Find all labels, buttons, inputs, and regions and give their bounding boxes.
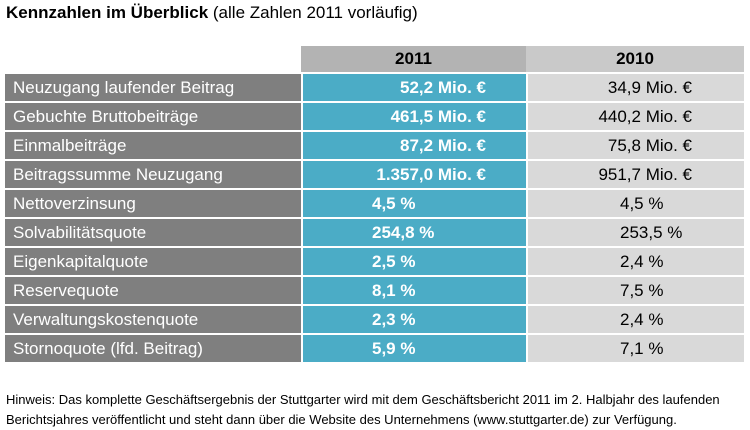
table-row: Eigenkapitalquote 2,5 % 2,4 % xyxy=(5,248,744,277)
row-label: Einmalbeiträge xyxy=(5,132,301,161)
row-label: Neuzugang laufender Beitrag xyxy=(5,74,301,103)
footnote-line-2: Berichtsjahres veröffentlicht und steht … xyxy=(6,412,677,427)
kennzahlen-table: 2011 2010 Neuzugang laufender Beitrag 52,… xyxy=(5,46,744,364)
value-2011: 5,9 % xyxy=(301,335,526,364)
value-2011: 52,2 Mio. € xyxy=(301,74,526,103)
table-row: Neuzugang laufender Beitrag 52,2 Mio. €34… xyxy=(5,74,744,103)
table-row: Solvabilitätsquote 254,8 % 253,5 % xyxy=(5,219,744,248)
title-subtitle: (alle Zahlen 2011 vorläufig) xyxy=(208,3,418,22)
value-2010: 75,8 Mio. € xyxy=(526,132,744,161)
table-row: Nettoverzinsung 4,5 % 4,5 % xyxy=(5,190,744,219)
table-row: Einmalbeiträge 87,2 Mio. €75,8 Mio. € xyxy=(5,132,744,161)
value-2010: 2,4 % xyxy=(526,248,744,277)
row-label: Beitragssumme Neuzugang xyxy=(5,161,301,190)
table-row: Gebuchte Bruttobeiträge 461,5 Mio. €440,2… xyxy=(5,103,744,132)
row-label: Verwaltungskostenquote xyxy=(5,306,301,335)
value-2010: 4,5 % xyxy=(526,190,744,219)
table-row: Stornoquote (lfd. Beitrag) 5,9 % 7,1 % xyxy=(5,335,744,364)
table-row: Beitragssumme Neuzugang 1.357,0 Mio. €951… xyxy=(5,161,744,190)
value-2010: 951,7 Mio. € xyxy=(526,161,744,190)
value-2010: 7,1 % xyxy=(526,335,744,364)
row-label: Solvabilitätsquote xyxy=(5,219,301,248)
table-body: Neuzugang laufender Beitrag 52,2 Mio. €34… xyxy=(5,74,744,364)
value-2011: 8,1 % xyxy=(301,277,526,306)
row-label: Eigenkapitalquote xyxy=(5,248,301,277)
value-2010: 34,9 Mio. € xyxy=(526,74,744,103)
value-2011: 2,5 % xyxy=(301,248,526,277)
row-label: Gebuchte Bruttobeiträge xyxy=(5,103,301,132)
value-2011: 87,2 Mio. € xyxy=(301,132,526,161)
value-2011: 461,5 Mio. € xyxy=(301,103,526,132)
value-2011: 2,3 % xyxy=(301,306,526,335)
value-2011: 1.357,0 Mio. € xyxy=(301,161,526,190)
header-2010: 2010 xyxy=(526,46,744,74)
table-row: Reservequote 8,1 % 7,5 % xyxy=(5,277,744,306)
value-2011: 254,8 % xyxy=(301,219,526,248)
table-header-row: 2011 2010 xyxy=(5,46,744,74)
value-2010: 440,2 Mio. € xyxy=(526,103,744,132)
header-blank-cell xyxy=(5,46,301,74)
value-2010: 253,5 % xyxy=(526,219,744,248)
page-title: Kennzahlen im Überblick (alle Zahlen 201… xyxy=(6,2,418,24)
footnote: Hinweis: Das komplette Geschäftsergebnis… xyxy=(6,390,746,430)
title-main: Kennzahlen im Überblick xyxy=(6,3,209,22)
footnote-line-1: Hinweis: Das komplette Geschäftsergebnis… xyxy=(6,392,720,407)
value-2011: 4,5 % xyxy=(301,190,526,219)
row-label: Reservequote xyxy=(5,277,301,306)
row-label: Stornoquote (lfd. Beitrag) xyxy=(5,335,301,364)
table-row: Verwaltungskostenquote 2,3 % 2,4 % xyxy=(5,306,744,335)
row-label: Nettoverzinsung xyxy=(5,190,301,219)
header-2011: 2011 xyxy=(301,46,526,74)
value-2010: 2,4 % xyxy=(526,306,744,335)
value-2010: 7,5 % xyxy=(526,277,744,306)
